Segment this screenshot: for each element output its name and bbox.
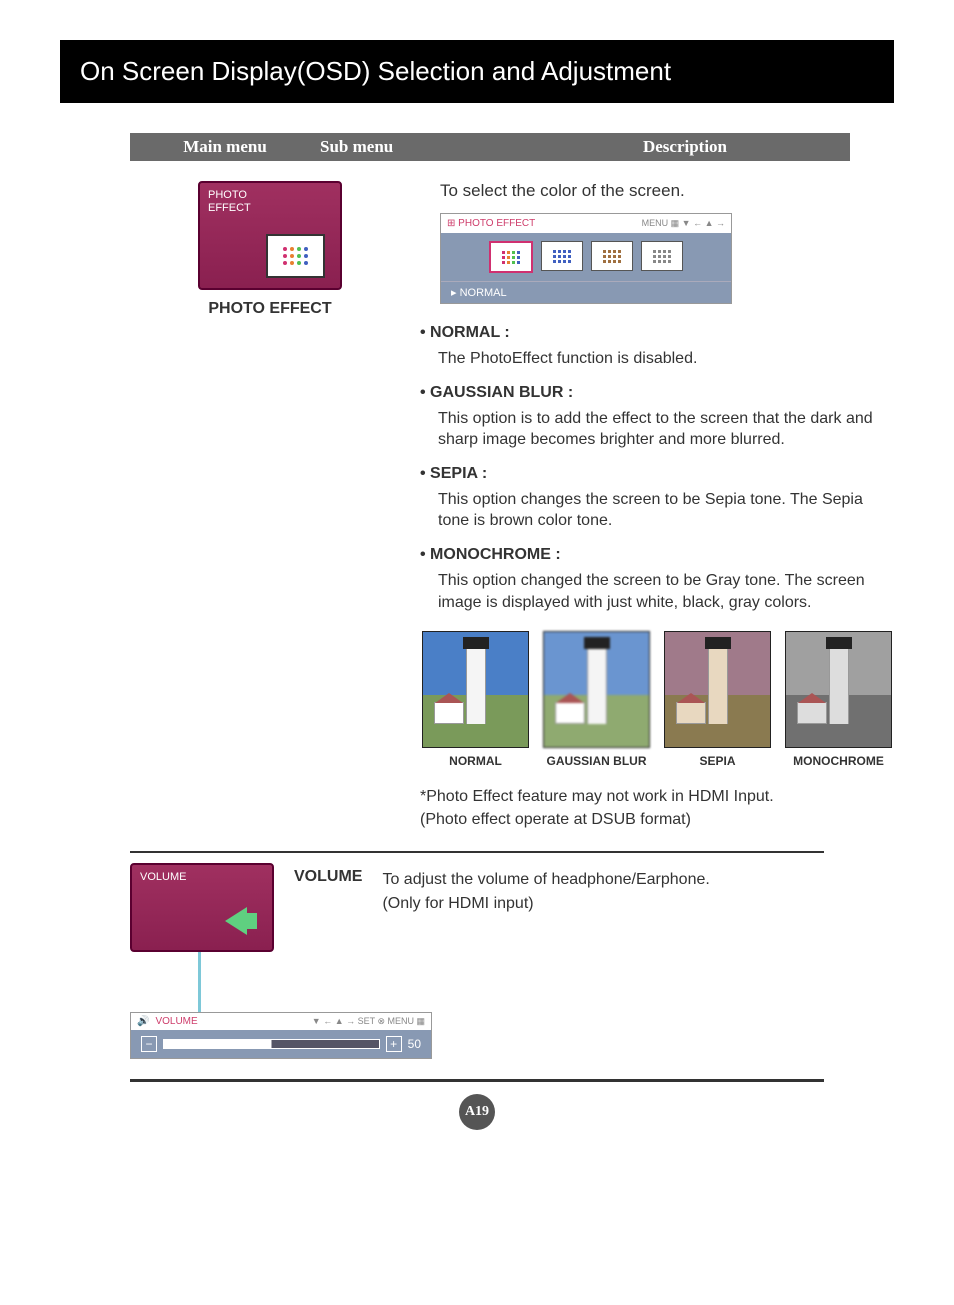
header-sub-menu: Sub menu: [320, 137, 520, 157]
effect-sample: MONOCHROME: [783, 631, 894, 768]
photo-effect-osd-box: PHOTO EFFECT: [198, 181, 342, 290]
photo-effect-intro: To select the color of the screen.: [440, 181, 894, 201]
volume-slider[interactable]: [163, 1039, 380, 1049]
effect-sample: GAUSSIAN BLUR: [541, 631, 652, 768]
photo-effect-thumb[interactable]: [591, 241, 633, 271]
photo-effect-thumb[interactable]: [641, 241, 683, 271]
volume-bar-title: VOLUME: [155, 1016, 197, 1027]
volume-osd-label: VOLUME: [140, 871, 186, 883]
volume-bar-speaker-icon: 🔊: [137, 1016, 149, 1027]
volume-bar-panel: 🔊 VOLUME ▼ ← ▲ → SET ⊗ MENU ▦ − + 50: [130, 1012, 432, 1059]
photo-effect-thumb[interactable]: [541, 241, 583, 271]
column-header-row: Main menu Sub menu Description: [130, 133, 850, 161]
option-item: • NORMAL :The PhotoEffect function is di…: [420, 324, 894, 370]
volume-minus-button[interactable]: −: [141, 1036, 157, 1052]
panel-status: ▸ NORMAL: [441, 281, 731, 303]
volume-label: VOLUME: [294, 863, 362, 952]
osd-label: PHOTO EFFECT: [208, 189, 251, 215]
speaker-icon: [225, 907, 247, 935]
osd-mini-screen: [266, 234, 325, 278]
connector-line: [198, 952, 201, 1012]
volume-bar-nav: ▼ ← ▲ → SET ⊗ MENU ▦: [312, 1016, 425, 1027]
volume-plus-button[interactable]: +: [386, 1036, 402, 1052]
volume-description: To adjust the volume of headphone/Earpho…: [382, 863, 709, 952]
bottom-divider: [130, 1079, 824, 1082]
header-main-menu: Main menu: [130, 137, 320, 157]
panel-nav-icons: MENU ▦ ▼ ← ▲ →: [642, 218, 725, 229]
effect-sample: SEPIA: [662, 631, 773, 768]
photo-effect-note: *Photo Effect feature may not work in HD…: [420, 786, 894, 831]
photo-effect-main-label: PHOTO EFFECT: [130, 300, 410, 318]
section-divider: [130, 851, 824, 853]
photo-effect-panel: ⊞ PHOTO EFFECT MENU ▦ ▼ ← ▲ → ▸ NORMAL: [440, 213, 732, 304]
option-item: • GAUSSIAN BLUR :This option is to add t…: [420, 384, 894, 451]
page-number: A19: [459, 1094, 495, 1130]
header-description: Description: [520, 137, 850, 157]
volume-osd-box: VOLUME: [130, 863, 274, 952]
option-item: • MONOCHROME :This option changed the sc…: [420, 546, 894, 613]
panel-title: ⊞ PHOTO EFFECT: [447, 218, 535, 229]
page-title: On Screen Display(OSD) Selection and Adj…: [60, 40, 894, 103]
effect-sample: NORMAL: [420, 631, 531, 768]
volume-value: 50: [408, 1037, 421, 1051]
photo-effect-thumb[interactable]: [489, 241, 533, 273]
option-item: • SEPIA :This option changes the screen …: [420, 465, 894, 532]
